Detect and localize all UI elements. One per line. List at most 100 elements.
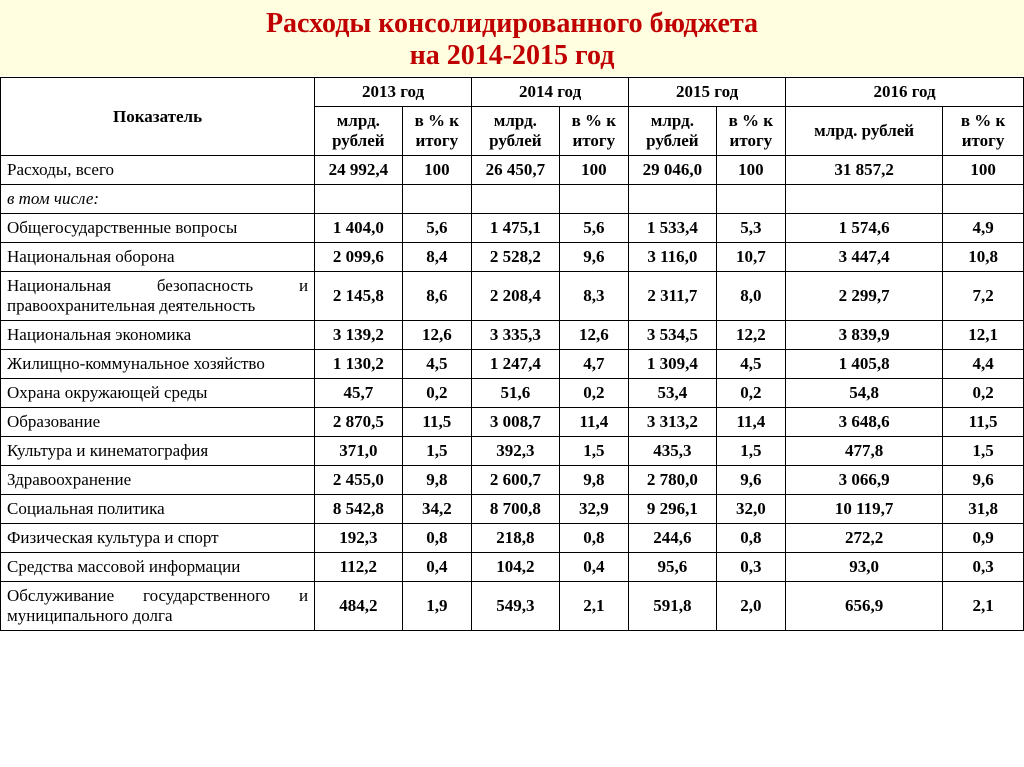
cell-value [629, 185, 716, 214]
cell-value: 104,2 [472, 553, 559, 582]
cell-value: 100 [716, 156, 786, 185]
table-row: Общегосударственные вопросы1 404,05,61 4… [1, 214, 1024, 243]
cell-value: 2 311,7 [629, 272, 716, 321]
cell-value [786, 185, 943, 214]
table-row: Социальная политика8 542,834,28 700,832,… [1, 495, 1024, 524]
cell-value: 8,3 [559, 272, 629, 321]
cell-value: 435,3 [629, 437, 716, 466]
cell-value: 12,2 [716, 321, 786, 350]
cell-value: 392,3 [472, 437, 559, 466]
cell-value: 26 450,7 [472, 156, 559, 185]
cell-value: 4,5 [716, 350, 786, 379]
cell-value: 3 008,7 [472, 408, 559, 437]
cell-value: 484,2 [315, 582, 402, 631]
title-bar: Расходы консолидированного бюджета на 20… [0, 0, 1024, 77]
table-row: Расходы, всего24 992,410026 450,710029 0… [1, 156, 1024, 185]
cell-value: 218,8 [472, 524, 559, 553]
cell-value [472, 185, 559, 214]
header-sub-val: млрд. рублей [315, 107, 402, 156]
cell-value: 1,5 [943, 437, 1024, 466]
cell-value: 3 116,0 [629, 243, 716, 272]
table-row: Средства массовой информации112,20,4104,… [1, 553, 1024, 582]
title-line-2: на 2014-2015 год [0, 40, 1024, 72]
cell-value: 2 299,7 [786, 272, 943, 321]
cell-value: 0,8 [559, 524, 629, 553]
cell-value [716, 185, 786, 214]
cell-value: 3 139,2 [315, 321, 402, 350]
cell-value: 2 145,8 [315, 272, 402, 321]
cell-value: 3 447,4 [786, 243, 943, 272]
cell-value: 0,2 [716, 379, 786, 408]
row-label: Обслуживание государственного и муниципа… [1, 582, 315, 631]
cell-value: 2,0 [716, 582, 786, 631]
cell-value: 3 335,3 [472, 321, 559, 350]
title-line-1: Расходы консолидированного бюджета [0, 8, 1024, 40]
cell-value: 549,3 [472, 582, 559, 631]
cell-value: 371,0 [315, 437, 402, 466]
cell-value: 1,5 [402, 437, 472, 466]
cell-value: 0,4 [559, 553, 629, 582]
cell-value: 5,6 [402, 214, 472, 243]
row-label: Средства массовой информации [1, 553, 315, 582]
cell-value: 0,8 [402, 524, 472, 553]
cell-value: 100 [943, 156, 1024, 185]
cell-value: 95,6 [629, 553, 716, 582]
header-sub-val: млрд. рублей [786, 107, 943, 156]
header-sub-pct: в % к итогу [716, 107, 786, 156]
table-row: Национальная экономика3 139,212,63 335,3… [1, 321, 1024, 350]
cell-value: 4,5 [402, 350, 472, 379]
cell-value: 32,9 [559, 495, 629, 524]
cell-value: 1,9 [402, 582, 472, 631]
row-label: Национальная оборона [1, 243, 315, 272]
cell-value: 32,0 [716, 495, 786, 524]
header-sub-val: млрд. рублей [472, 107, 559, 156]
cell-value: 1 405,8 [786, 350, 943, 379]
cell-value [943, 185, 1024, 214]
row-label: Жилищно-коммунальное хозяйство [1, 350, 315, 379]
row-label: Культура и кинематография [1, 437, 315, 466]
cell-value: 54,8 [786, 379, 943, 408]
cell-value: 1 130,2 [315, 350, 402, 379]
table-row: Образование2 870,511,53 008,711,43 313,2… [1, 408, 1024, 437]
cell-value: 1 309,4 [629, 350, 716, 379]
cell-value: 4,7 [559, 350, 629, 379]
cell-value: 100 [402, 156, 472, 185]
cell-value: 3 534,5 [629, 321, 716, 350]
cell-value: 1 475,1 [472, 214, 559, 243]
cell-value: 2,1 [943, 582, 1024, 631]
cell-value: 0,8 [716, 524, 786, 553]
cell-value: 8 542,8 [315, 495, 402, 524]
budget-table: Показатель 2013 год 2014 год 2015 год 20… [0, 77, 1024, 631]
cell-value: 3 648,6 [786, 408, 943, 437]
header-indicator: Показатель [1, 78, 315, 156]
cell-value: 29 046,0 [629, 156, 716, 185]
cell-value: 591,8 [629, 582, 716, 631]
cell-value: 100 [559, 156, 629, 185]
cell-value: 2 099,6 [315, 243, 402, 272]
header-sub-pct: в % к итогу [943, 107, 1024, 156]
cell-value: 2,1 [559, 582, 629, 631]
cell-value: 9 296,1 [629, 495, 716, 524]
row-label: Физическая культура и спорт [1, 524, 315, 553]
cell-value: 8,6 [402, 272, 472, 321]
cell-value: 11,4 [716, 408, 786, 437]
cell-value: 10 119,7 [786, 495, 943, 524]
cell-value: 0,2 [943, 379, 1024, 408]
cell-value: 2 455,0 [315, 466, 402, 495]
table-row: Физическая культура и спорт192,30,8218,8… [1, 524, 1024, 553]
cell-value: 1 533,4 [629, 214, 716, 243]
row-label: Здравоохранение [1, 466, 315, 495]
cell-value: 1,5 [559, 437, 629, 466]
header-sub-pct: в % к итогу [559, 107, 629, 156]
row-label: в том числе: [1, 185, 315, 214]
cell-value: 244,6 [629, 524, 716, 553]
cell-value: 11,5 [402, 408, 472, 437]
table-row: Жилищно-коммунальное хозяйство1 130,24,5… [1, 350, 1024, 379]
cell-value: 3 839,9 [786, 321, 943, 350]
cell-value [402, 185, 472, 214]
cell-value: 1 574,6 [786, 214, 943, 243]
cell-value: 2 528,2 [472, 243, 559, 272]
cell-value: 0,2 [559, 379, 629, 408]
row-label: Национальная безопасность и правоохранит… [1, 272, 315, 321]
cell-value: 31,8 [943, 495, 1024, 524]
